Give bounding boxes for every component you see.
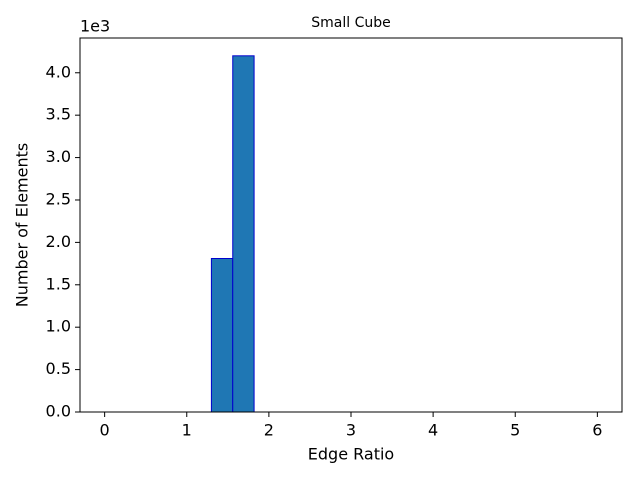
y-tick-label: 2.0: [46, 232, 71, 251]
y-tick-label: 1.0: [46, 317, 71, 336]
x-tick-label: 4: [428, 421, 438, 440]
bar: [210, 257, 234, 413]
y-tick-label: 1.5: [46, 274, 71, 293]
y-tick-label: 0.0: [46, 402, 71, 421]
x-tick-label: 1: [182, 421, 192, 440]
x-tick-label: 6: [592, 421, 602, 440]
x-tick-label: 2: [264, 421, 274, 440]
x-axis-label: Edge Ratio: [308, 445, 394, 464]
y-axis-label: Number of Elements: [13, 143, 32, 307]
chart-title: Small Cube: [311, 15, 390, 31]
y-tick-label: 3.5: [46, 105, 71, 124]
x-tick-label: 0: [100, 421, 110, 440]
y-tick-label: 0.5: [46, 359, 71, 378]
x-tick-label: 3: [346, 421, 356, 440]
x-tick-label: 5: [510, 421, 520, 440]
y-tick-label: 4.0: [46, 62, 71, 81]
bar: [232, 55, 255, 413]
y-tick-label: 2.5: [46, 189, 71, 208]
y-tick-label: 3.0: [46, 147, 71, 166]
plot-frame: [79, 37, 623, 413]
offset-label: 1e3: [80, 17, 110, 36]
